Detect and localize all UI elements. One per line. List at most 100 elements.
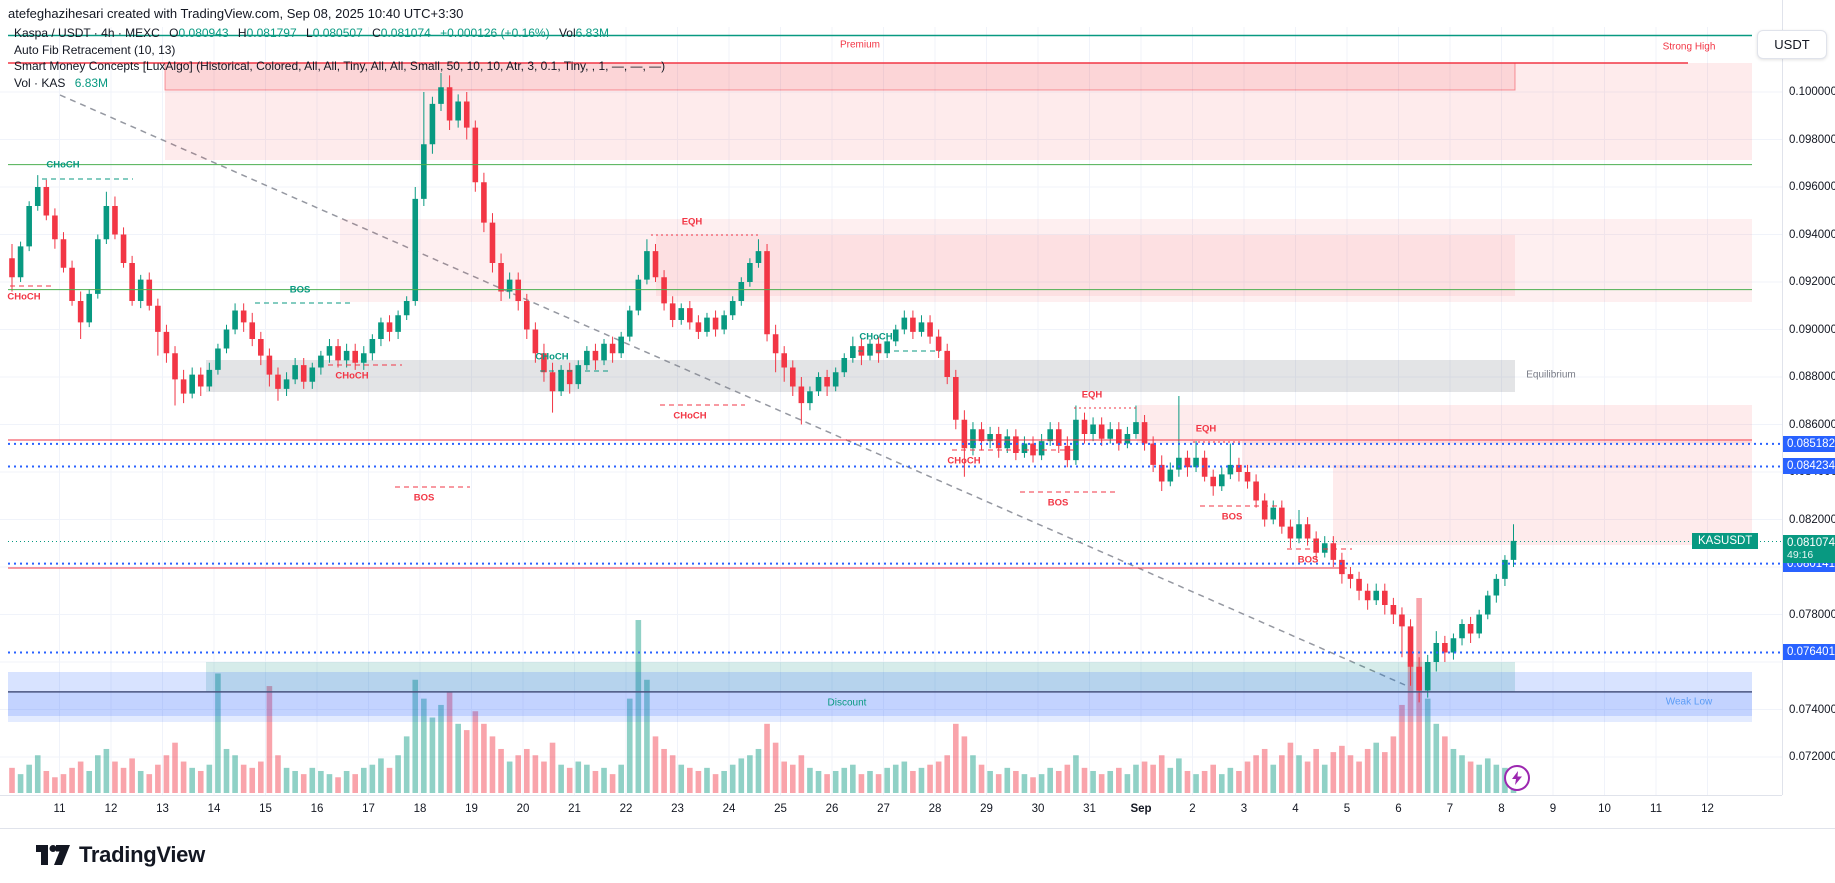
candle[interactable] [206, 369, 213, 387]
candle[interactable] [335, 346, 341, 361]
candle[interactable] [1510, 540, 1517, 560]
candle[interactable] [729, 301, 736, 316]
candle[interactable] [815, 377, 822, 392]
candle[interactable] [429, 103, 436, 145]
candle[interactable] [927, 322, 933, 337]
candle[interactable] [1098, 424, 1105, 439]
candle[interactable] [1459, 624, 1465, 639]
legend-symbol-row[interactable]: Kaspa / USDT · 4h · MEXC O0.080943 H0.08… [14, 26, 665, 42]
candle[interactable] [961, 419, 968, 449]
candle[interactable] [498, 263, 504, 292]
candle[interactable] [240, 310, 247, 323]
candle[interactable] [1201, 457, 1208, 477]
candle[interactable] [901, 317, 908, 330]
candle[interactable] [798, 386, 805, 404]
candle[interactable] [455, 101, 461, 121]
candle[interactable] [275, 374, 281, 389]
candle[interactable] [249, 322, 256, 339]
candle[interactable] [1407, 626, 1414, 667]
candle[interactable] [807, 391, 813, 404]
candle[interactable] [69, 267, 75, 301]
candle[interactable] [601, 343, 607, 361]
candle[interactable] [1107, 429, 1114, 439]
candle[interactable] [60, 239, 67, 268]
candle[interactable] [712, 317, 719, 330]
candle[interactable] [566, 369, 573, 385]
candle[interactable] [1484, 595, 1491, 615]
candle[interactable] [1176, 457, 1182, 470]
candle[interactable] [764, 251, 770, 335]
candle[interactable] [103, 206, 110, 240]
candle[interactable] [1502, 559, 1508, 579]
candle[interactable] [1013, 436, 1019, 453]
candle[interactable] [120, 234, 127, 264]
candle[interactable] [34, 187, 41, 206]
candle[interactable] [970, 429, 976, 449]
candle[interactable] [781, 353, 787, 368]
candle[interactable] [1261, 500, 1268, 520]
candle[interactable] [1064, 445, 1071, 461]
candle[interactable] [1227, 464, 1234, 475]
candle[interactable] [1304, 524, 1311, 539]
candle[interactable] [1313, 538, 1319, 553]
candle[interactable] [1347, 574, 1354, 579]
candle[interactable] [661, 277, 667, 304]
candle[interactable] [326, 346, 333, 356]
candle[interactable] [1030, 443, 1036, 456]
candle[interactable] [309, 367, 316, 382]
candle[interactable] [1476, 614, 1482, 634]
candle[interactable] [189, 374, 195, 394]
candle[interactable] [987, 434, 993, 442]
candle[interactable] [77, 301, 84, 323]
candle[interactable] [687, 308, 693, 323]
candle[interactable] [318, 355, 324, 368]
candle[interactable] [86, 293, 93, 323]
candle[interactable] [378, 322, 384, 339]
candle[interactable] [1390, 605, 1397, 615]
candle[interactable] [721, 315, 727, 330]
volume-indicator-row[interactable]: Vol · KAS 6.83M [14, 76, 665, 92]
candle[interactable] [1124, 434, 1131, 444]
tradingview-logo[interactable]: TradingView [36, 842, 205, 868]
candle[interactable] [1133, 422, 1139, 434]
candle[interactable] [515, 279, 522, 301]
candle[interactable] [867, 343, 873, 356]
candle[interactable] [584, 350, 590, 366]
candle[interactable] [438, 87, 444, 104]
candle[interactable] [163, 331, 170, 354]
candle[interactable] [1270, 507, 1277, 520]
candle[interactable] [300, 365, 307, 382]
candle[interactable] [481, 182, 487, 223]
candle[interactable] [755, 251, 762, 263]
candle[interactable] [403, 301, 410, 316]
candle[interactable] [9, 258, 15, 278]
candle[interactable] [1047, 429, 1053, 442]
candle[interactable] [669, 303, 676, 320]
candle[interactable] [1055, 429, 1062, 446]
candle[interactable] [129, 263, 135, 301]
candle[interactable] [395, 315, 401, 332]
candle[interactable] [1364, 590, 1371, 601]
candlestick-chart[interactable] [0, 0, 1782, 832]
candle[interactable] [1467, 624, 1474, 634]
candle[interactable] [343, 350, 350, 361]
candle[interactable] [789, 367, 796, 387]
candle[interactable] [1081, 419, 1088, 434]
candle[interactable] [386, 322, 393, 332]
candle[interactable] [1339, 559, 1345, 575]
candle[interactable] [1141, 422, 1148, 444]
price-axis[interactable]: 0.100000 0.098000 0.096000 0.094000 0.092000… [1782, 0, 1835, 795]
candle[interactable] [446, 87, 453, 121]
candle[interactable] [283, 379, 290, 389]
candle[interactable] [180, 379, 187, 394]
candle[interactable] [1038, 441, 1045, 456]
symbol-title[interactable]: Kaspa / USDT · 4h · MEXC [14, 26, 160, 40]
candle[interactable] [704, 317, 710, 332]
candle[interactable] [892, 329, 899, 342]
candle[interactable] [918, 322, 925, 332]
candle[interactable] [652, 251, 659, 278]
candle[interactable] [1244, 472, 1251, 482]
candle[interactable] [1218, 474, 1225, 487]
candle[interactable] [1279, 507, 1285, 527]
candle[interactable] [1287, 526, 1294, 539]
